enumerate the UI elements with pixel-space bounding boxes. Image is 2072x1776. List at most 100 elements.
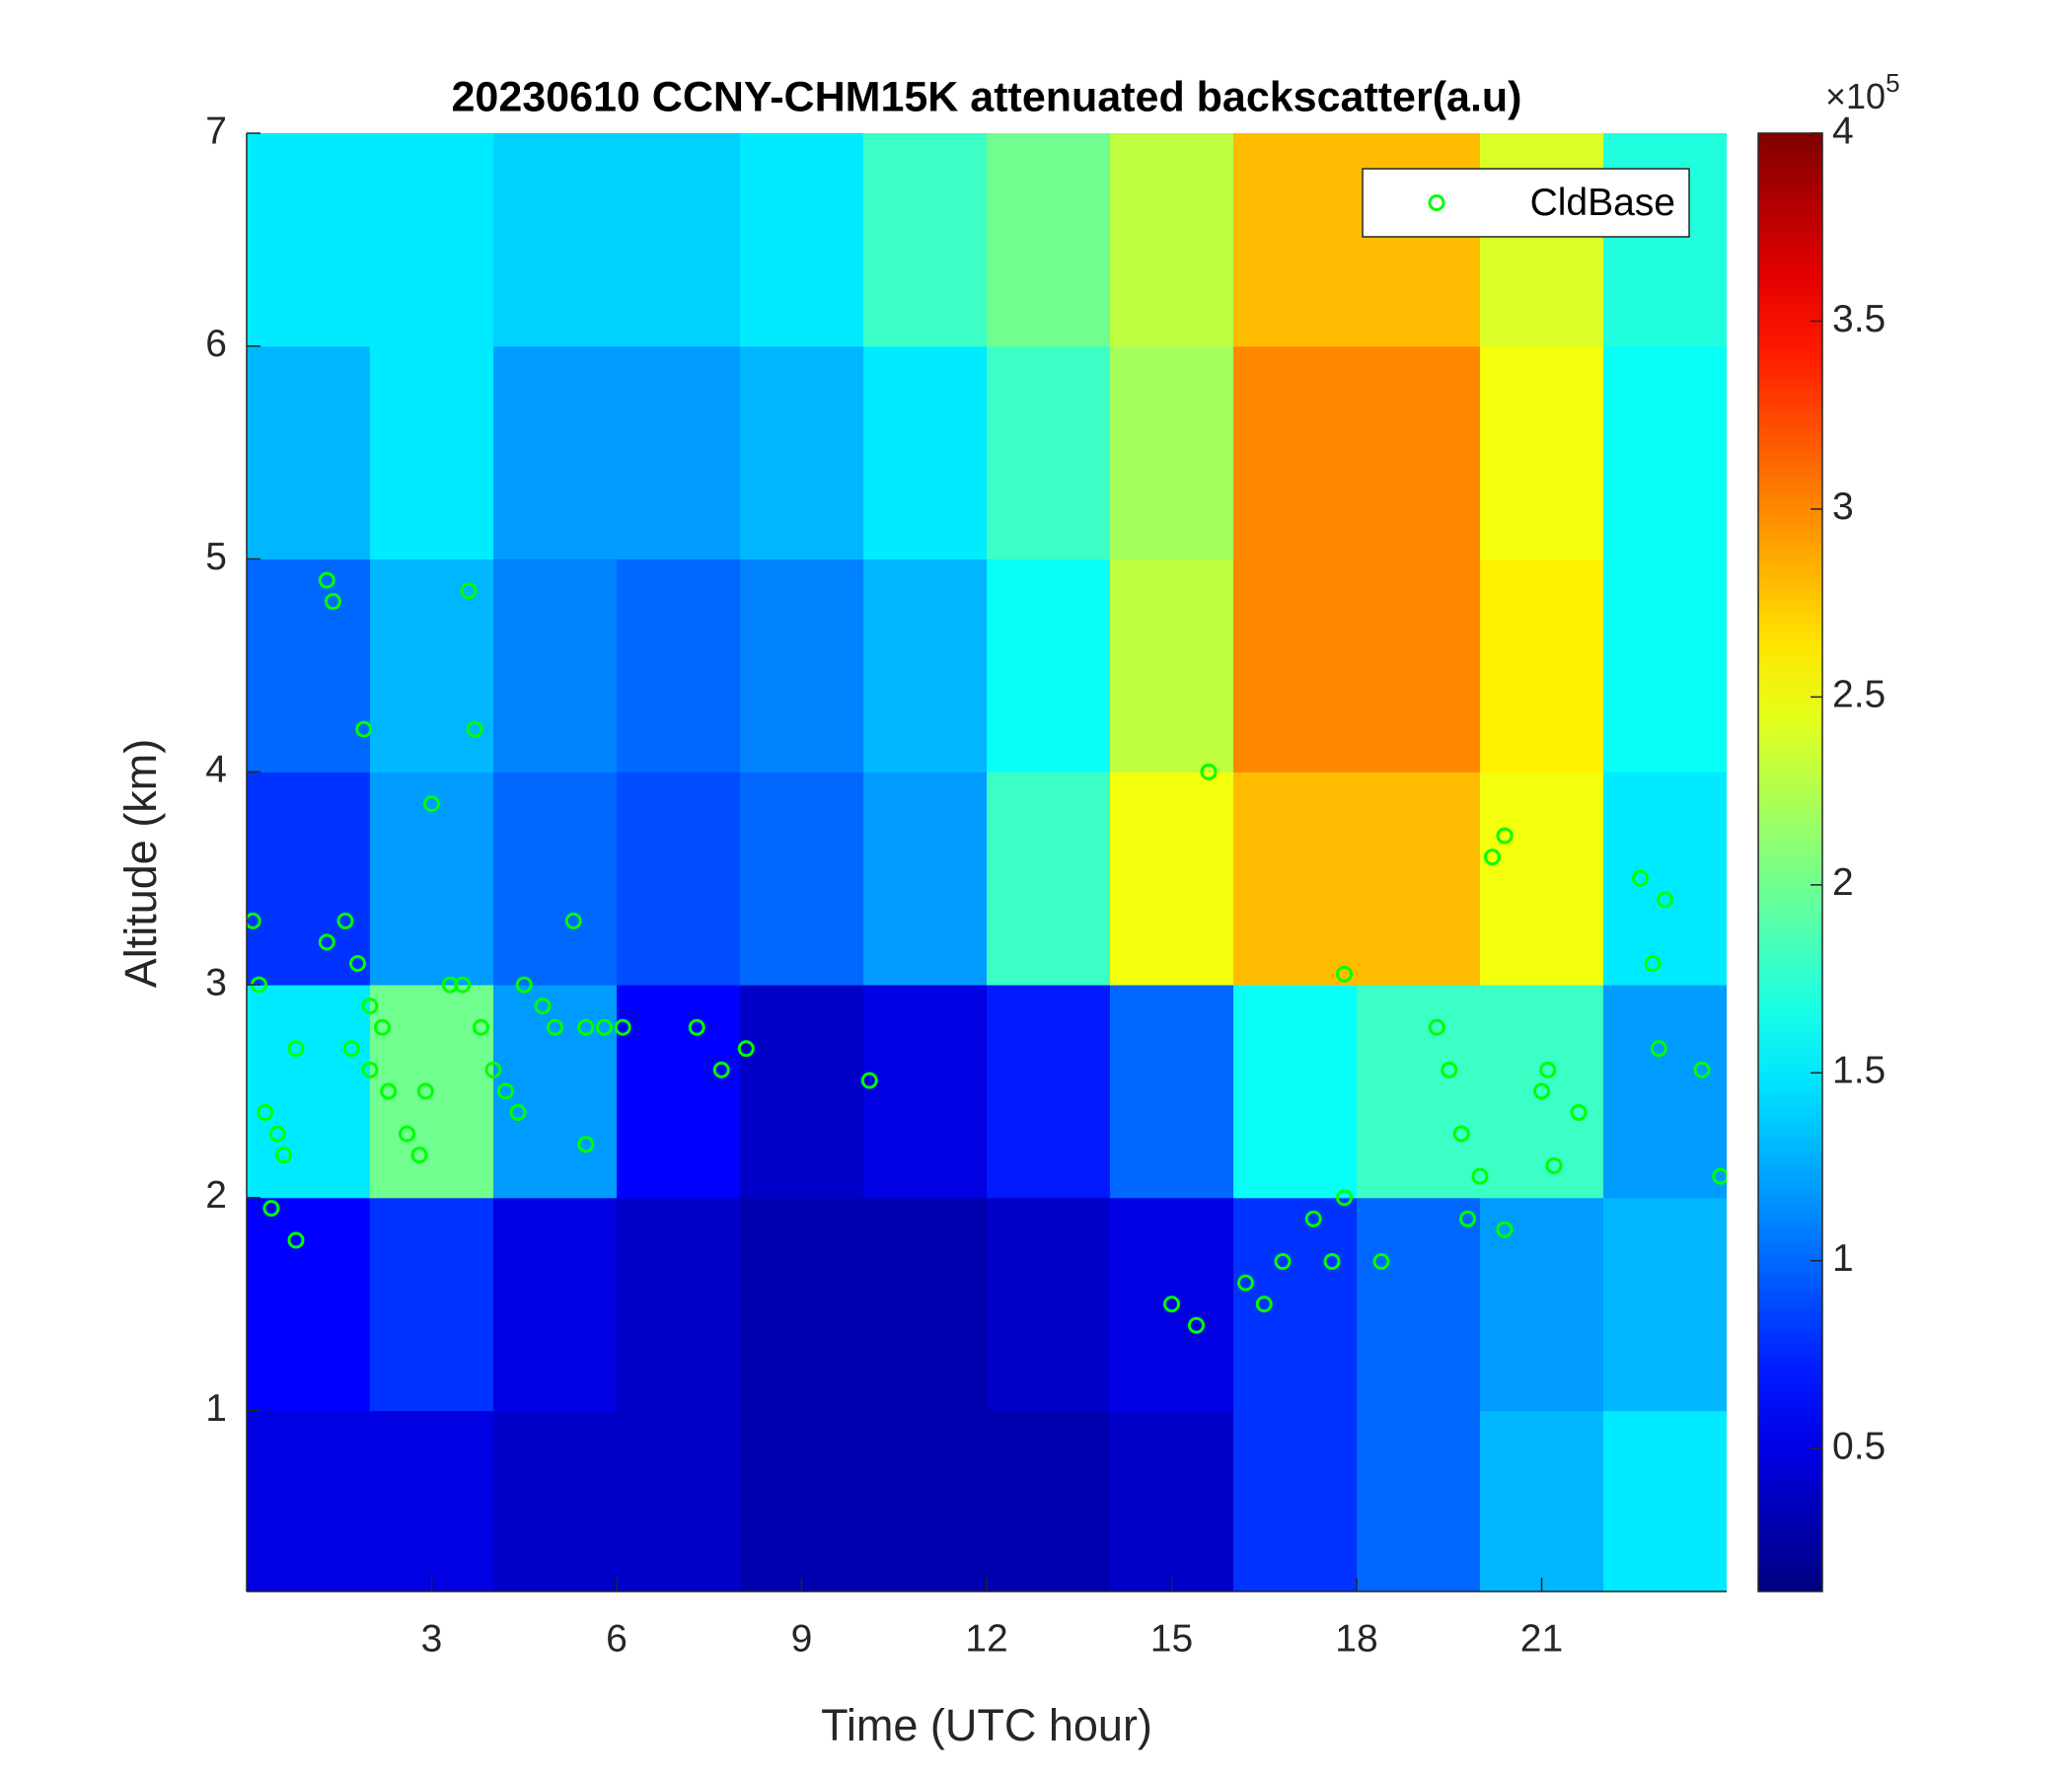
heat-cell [1603, 1197, 1727, 1412]
y-tick-label: 7 [205, 110, 227, 152]
multiplier-exponent: 5 [1886, 68, 1899, 98]
x-tick-label: 12 [965, 1617, 1007, 1660]
cloud-base-point [1650, 1040, 1667, 1058]
cloud-base-point [497, 1082, 514, 1100]
heat-cell [740, 345, 864, 560]
colorbar-multiplier: ×105 [1825, 68, 1900, 116]
heat-cell [1110, 133, 1234, 347]
heat-cell [617, 133, 741, 347]
cloud-base-point [1533, 1082, 1550, 1100]
y-tick-label: 2 [205, 1174, 227, 1217]
y-tick-label: 4 [205, 749, 227, 791]
heat-cell [1480, 772, 1604, 986]
cloud-base-point [1188, 1316, 1205, 1334]
y-tick-label: 6 [205, 323, 227, 365]
cloud-base-point [688, 1018, 705, 1036]
cloud-base-point [247, 912, 261, 929]
heat-cell [987, 1197, 1111, 1412]
cloud-base-point [484, 1061, 502, 1078]
heat-cell [863, 985, 988, 1199]
cloud-base-point [473, 1018, 489, 1036]
heat-cell [1603, 133, 1727, 347]
heat-cell [987, 345, 1111, 560]
colorbar-tick-label: 3.5 [1832, 298, 1886, 340]
cloud-base-point [1632, 869, 1649, 887]
heat-cell [617, 558, 741, 773]
heat-cell [987, 133, 1111, 347]
cloud-base-point [1471, 1167, 1489, 1185]
cloud-base-point [1644, 954, 1662, 972]
y-axis-label: Altitude (km) [115, 739, 166, 989]
colorbar-tick-label: 0.5 [1832, 1426, 1886, 1468]
heat-cell [863, 772, 988, 986]
cloud-base-point [325, 593, 341, 611]
cloud-base-point [1657, 891, 1673, 909]
heat-cell [1357, 558, 1481, 773]
heat-cell [617, 772, 741, 986]
cloud-base-point [1274, 1253, 1292, 1271]
cloud-base-point [257, 1104, 274, 1122]
heat-cell [1233, 772, 1358, 986]
y-tick-label: 1 [205, 1387, 227, 1430]
cloud-base-point [1237, 1274, 1254, 1292]
cloud-base-point [355, 720, 373, 738]
cloud-base-point [1496, 827, 1514, 845]
cloud-base-point [547, 1018, 563, 1036]
cloud-base-point [1304, 1210, 1322, 1227]
cloud-base-point [614, 1018, 631, 1036]
heat-cell [370, 1197, 494, 1412]
heat-cell [247, 1410, 371, 1591]
heat-cell [1233, 345, 1358, 560]
heat-cell [863, 558, 988, 773]
cloud-base-point [1255, 1295, 1273, 1313]
heat-cell [617, 345, 741, 560]
colorbar-tick-label: 1 [1832, 1237, 1854, 1280]
multiplier-base: ×10 [1825, 76, 1886, 116]
heat-cell [740, 133, 864, 347]
cloud-base-point [460, 582, 478, 600]
heat-cell [863, 1410, 988, 1591]
cloud-base-point [416, 1082, 434, 1100]
heat-cell [863, 1197, 988, 1412]
heat-cell [1357, 1197, 1481, 1412]
heat-cell [1480, 1410, 1604, 1591]
cloud-base-point [1441, 1061, 1458, 1078]
cloud-base-point [1428, 1018, 1445, 1036]
heat-cell [370, 345, 494, 560]
cloud-base-point [737, 1040, 755, 1058]
heat-cell [1233, 1197, 1358, 1412]
cloud-base-point [262, 1200, 280, 1218]
heat-cell [1110, 985, 1234, 1199]
colorbar-tick-label: 4 [1832, 110, 1854, 152]
y-tick-label: 3 [205, 961, 227, 1003]
colorbar-tick-label: 2.5 [1832, 674, 1886, 716]
heat-cell [1357, 345, 1481, 560]
cloud-base-point [515, 976, 533, 994]
heat-cell [247, 1197, 371, 1412]
cloud-base-point [712, 1061, 730, 1078]
heat-cell [740, 1197, 864, 1412]
heatmap [247, 133, 1727, 1591]
heat-cell [1480, 985, 1604, 1199]
heat-cell [740, 558, 864, 773]
cloud-base-point [1163, 1295, 1180, 1313]
cloud-base-point [466, 720, 483, 738]
scatter-layer [247, 571, 1727, 1334]
heat-cell [617, 1197, 741, 1412]
cloud-base-point [361, 1061, 379, 1078]
cloud-base-point [423, 795, 440, 813]
heat-cell [740, 1410, 864, 1591]
cloud-base-point [318, 933, 335, 951]
colorbar-tick-label: 3 [1832, 485, 1854, 528]
cloud-base-point [336, 912, 354, 929]
x-tick-label: 18 [1335, 1617, 1377, 1660]
cloud-base-point [454, 976, 472, 994]
cloud-base-point [1484, 849, 1501, 866]
heat-cell [493, 558, 618, 773]
heat-cell [1233, 558, 1358, 773]
heat-cell [1480, 558, 1604, 773]
heat-cell [740, 985, 864, 1199]
cloud-base-point [361, 998, 379, 1015]
cloud-base-point [268, 1125, 286, 1143]
cloud-base-point [318, 571, 335, 589]
